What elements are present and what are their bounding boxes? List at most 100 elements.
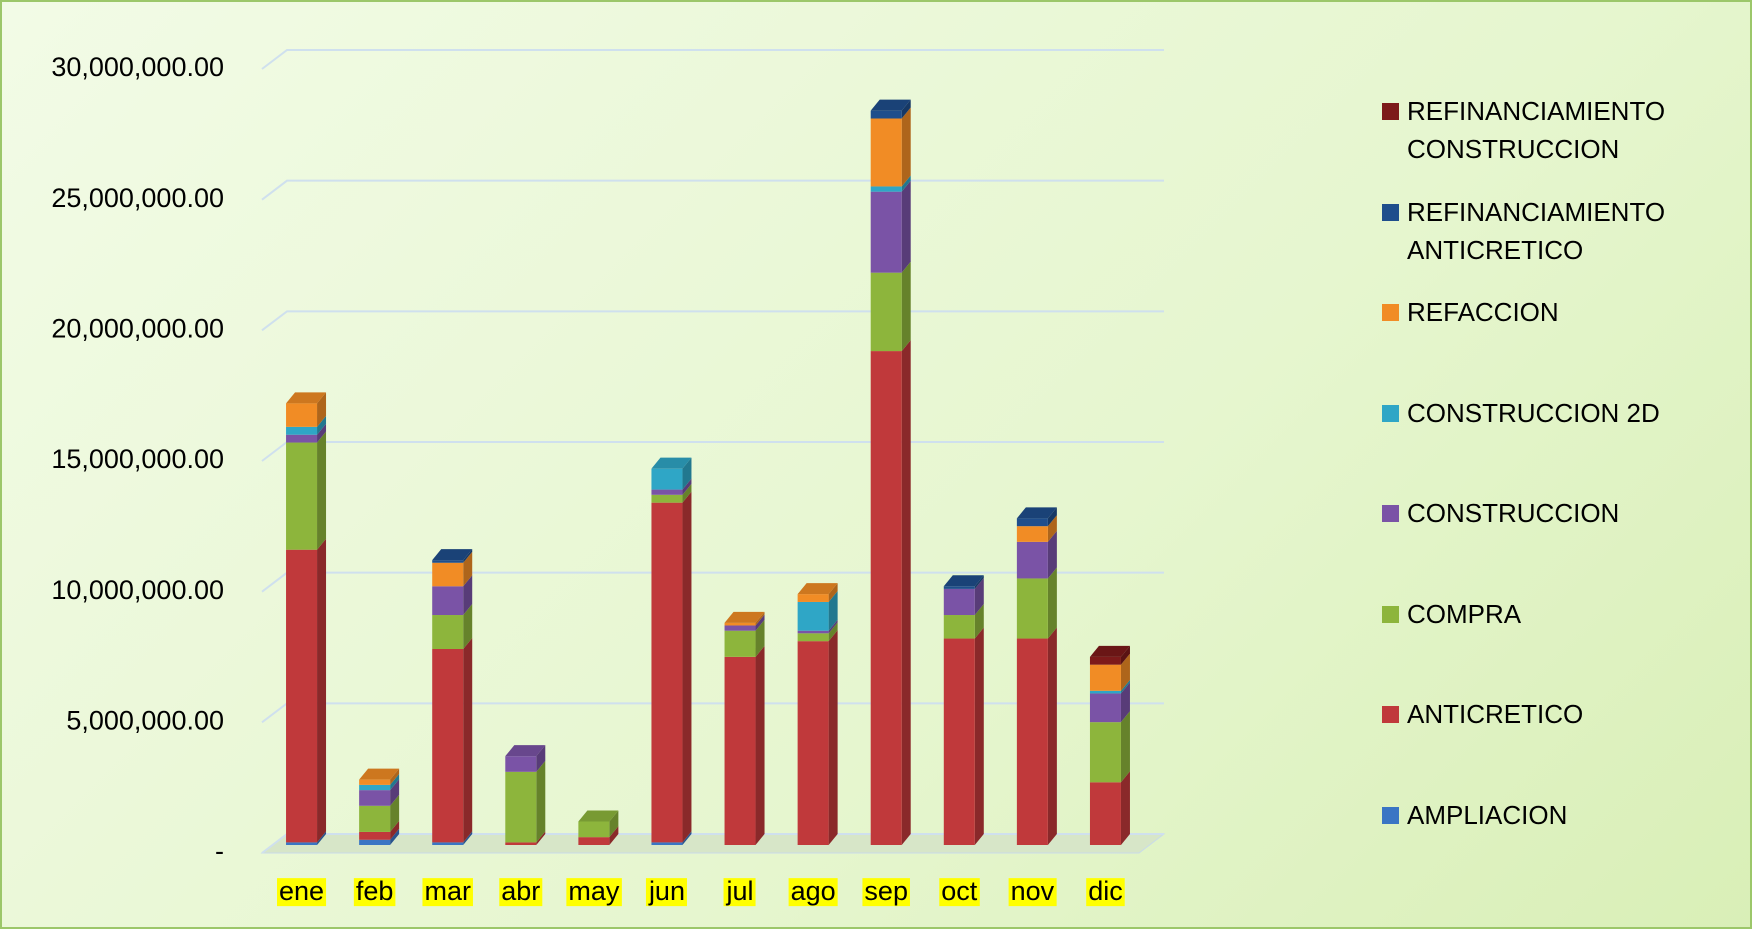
legend-swatch <box>1382 706 1399 723</box>
legend-swatch <box>1382 505 1399 522</box>
bar-side <box>901 261 911 352</box>
bar <box>432 615 464 649</box>
x-tick-highlight <box>566 878 622 907</box>
bar-side <box>390 820 400 840</box>
bar-top <box>724 611 765 623</box>
x-tick-highlight <box>353 878 396 907</box>
legend-item: REFINANCIAMIENTO CONSTRUCCION <box>1382 92 1722 168</box>
bar <box>724 622 756 626</box>
bar <box>432 586 464 616</box>
bar <box>1089 782 1121 845</box>
bar <box>943 615 975 639</box>
legend-label: CONSTRUCCION <box>1407 498 1620 528</box>
bar-side <box>1120 679 1130 694</box>
bar-side <box>390 768 400 785</box>
bar-side <box>901 180 911 273</box>
bar <box>870 191 902 273</box>
bar <box>505 842 537 845</box>
bar <box>432 842 464 845</box>
bar-side <box>317 392 327 427</box>
bar-side <box>390 794 400 832</box>
bar-side <box>901 99 911 119</box>
x-tick-label: abr <box>501 876 540 906</box>
bar-side <box>1047 530 1057 579</box>
legend-label: REFINANCIAMIENTO CONSTRUCCION <box>1407 96 1666 164</box>
x-tick-highlight <box>645 878 687 907</box>
bar <box>1089 722 1121 783</box>
bar <box>359 839 391 845</box>
legend-swatch <box>1382 806 1399 824</box>
x-tick-label: mar <box>424 876 471 906</box>
bar-side <box>828 630 838 845</box>
bar-top <box>870 99 911 111</box>
bar <box>1089 664 1121 691</box>
bar-side <box>317 538 327 843</box>
bar <box>797 633 829 642</box>
legend-label: CONSTRUCCION 2D <box>1407 397 1660 428</box>
bar-top <box>943 575 984 587</box>
bar-side <box>828 619 838 634</box>
bar-side <box>463 575 473 616</box>
bar-side <box>463 638 473 843</box>
y-tick-label: 25,000,000.00 <box>51 183 224 213</box>
bar-top <box>286 392 327 404</box>
bar-side <box>463 549 473 563</box>
bar-side <box>974 577 984 616</box>
bar-side <box>463 551 473 587</box>
legend-swatch <box>1382 404 1399 422</box>
bar-top <box>797 583 838 595</box>
bar <box>1016 518 1048 527</box>
bar <box>870 272 902 352</box>
bar-side <box>1120 682 1130 723</box>
x-tick-label: ene <box>279 876 324 906</box>
bar <box>286 434 318 443</box>
bar-top <box>651 457 692 469</box>
bar-side <box>1120 771 1130 845</box>
x-tick-label: oct <box>941 876 978 906</box>
bar <box>505 756 537 772</box>
bar <box>286 842 318 845</box>
bar <box>286 426 318 435</box>
legend-label: REFACCION <box>1407 297 1559 327</box>
x-tick-highlight <box>1086 878 1125 907</box>
legend-item: CONSTRUCCION <box>1382 494 1722 532</box>
bar <box>870 351 902 845</box>
bar-side <box>317 415 327 435</box>
bar <box>870 118 902 187</box>
legend-label: COMPRA <box>1407 598 1522 629</box>
bar <box>651 468 683 490</box>
bar-side <box>682 478 692 495</box>
bar-side <box>901 340 911 845</box>
bar <box>651 489 683 495</box>
bar <box>943 638 975 845</box>
bar-side <box>828 622 838 642</box>
bar-side <box>317 431 327 550</box>
bar <box>286 442 318 550</box>
bar-side <box>1047 567 1057 639</box>
grid-line <box>261 179 1164 201</box>
bar-side <box>609 826 619 845</box>
grid-line <box>261 49 1164 70</box>
bar <box>724 625 756 631</box>
bar <box>797 601 829 631</box>
x-tick-highlight <box>499 878 543 907</box>
legend-item: AMPLIACION <box>1382 796 1722 834</box>
bar-side <box>755 611 765 626</box>
bar <box>797 594 829 602</box>
bar-top <box>505 745 546 757</box>
bar <box>1089 690 1121 694</box>
bar-side <box>901 175 911 192</box>
bar <box>359 805 391 832</box>
bar <box>1089 656 1121 665</box>
bar-side <box>974 627 984 845</box>
bar-side <box>1120 711 1130 783</box>
bar-side <box>682 457 692 490</box>
bar-side <box>1047 515 1057 542</box>
x-tick-highlight <box>422 878 473 907</box>
bar <box>651 842 683 845</box>
bar <box>578 837 610 845</box>
bar-side <box>609 810 619 838</box>
x-tick-highlight <box>788 878 838 907</box>
bar <box>432 560 464 563</box>
